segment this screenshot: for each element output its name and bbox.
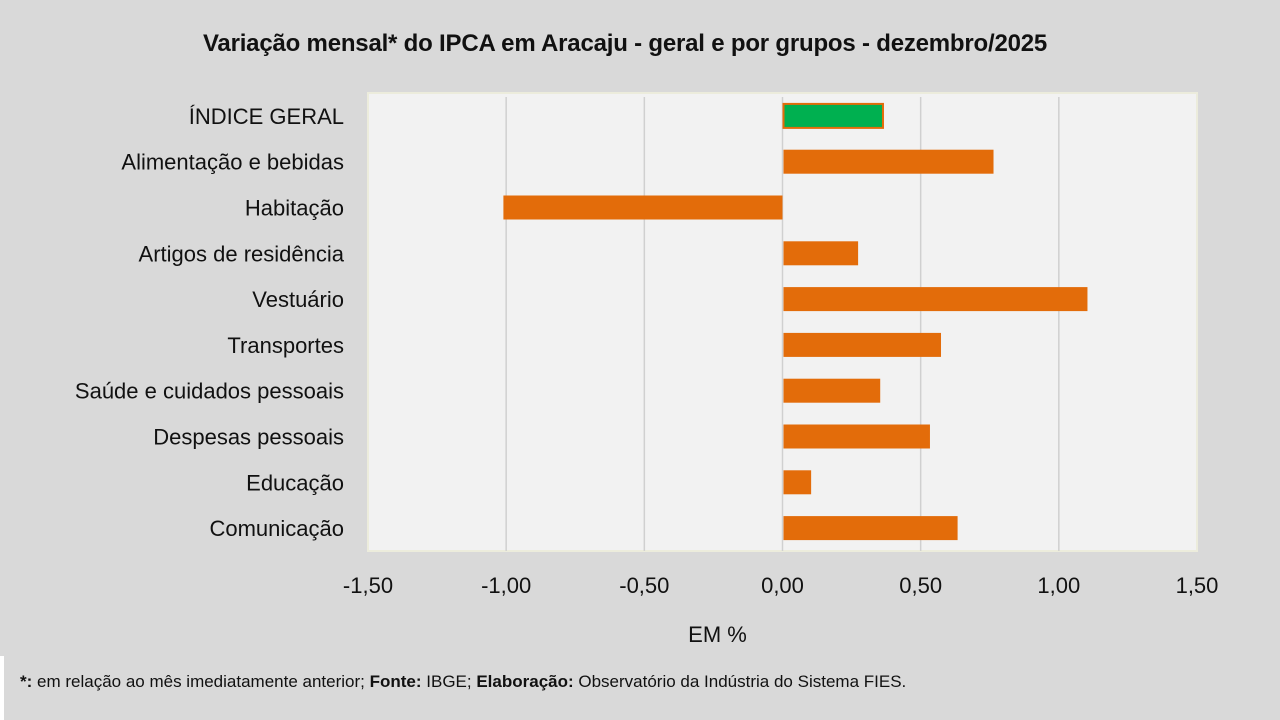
x-tick-label: -0,50 (619, 573, 669, 598)
gridlines (505, 97, 1060, 551)
category-label: Despesas pessoais (153, 425, 344, 450)
x-axis-title: EM % (688, 622, 747, 647)
x-tick-label: -1,50 (343, 573, 393, 598)
footnote-credit-label: Elaboração: (476, 672, 574, 691)
category-label: Vestuário (252, 287, 344, 312)
category-label: Educação (246, 470, 344, 495)
footnote-text: em relação ao mês imediatamente anterior… (32, 672, 370, 691)
bar (783, 241, 859, 266)
category-label: Saúde e cuidados pessoais (75, 379, 344, 404)
footnote-credit: Observatório da Indústria do Sistema FIE… (573, 672, 907, 691)
footnote: *: em relação ao mês imediatamente anter… (20, 672, 906, 692)
bar (503, 195, 783, 220)
category-label: Artigos de residência (139, 241, 345, 266)
footnote-source-label: Fonte: (369, 672, 422, 691)
category-label: ÍNDICE GERAL (189, 104, 344, 129)
x-tick-label: 0,00 (761, 573, 804, 598)
x-tick-label: 0,50 (899, 573, 942, 598)
category-labels: ÍNDICE GERAL Alimentação e bebidas Habitaç… (75, 104, 345, 541)
category-label: Comunicação (209, 516, 344, 541)
category-label: Habitação (245, 196, 344, 221)
footnote-source: IBGE; (421, 672, 477, 691)
x-tick-label: 1,00 (1037, 573, 1080, 598)
x-tick-labels: -1,50 -1,00 -0,50 0,00 0,50 1,00 1,50 (343, 573, 1218, 598)
chart-title: Variação mensal* do IPCA em Aracaju - ge… (202, 30, 1048, 57)
x-tick-label: -1,00 (481, 573, 531, 598)
bar (783, 149, 994, 174)
x-tick-label: 1,50 (1176, 573, 1219, 598)
category-label: Transportes (227, 333, 344, 358)
category-label: Alimentação e bebidas (121, 150, 344, 175)
bar (782, 102, 884, 129)
bar (783, 332, 942, 357)
footnote-marker: *: (20, 672, 33, 691)
bar (783, 470, 812, 495)
bar (783, 424, 930, 449)
bar (783, 516, 958, 541)
bars (503, 102, 1088, 541)
bar (783, 287, 1088, 312)
bar (783, 378, 881, 403)
footnote-accent (0, 656, 4, 720)
